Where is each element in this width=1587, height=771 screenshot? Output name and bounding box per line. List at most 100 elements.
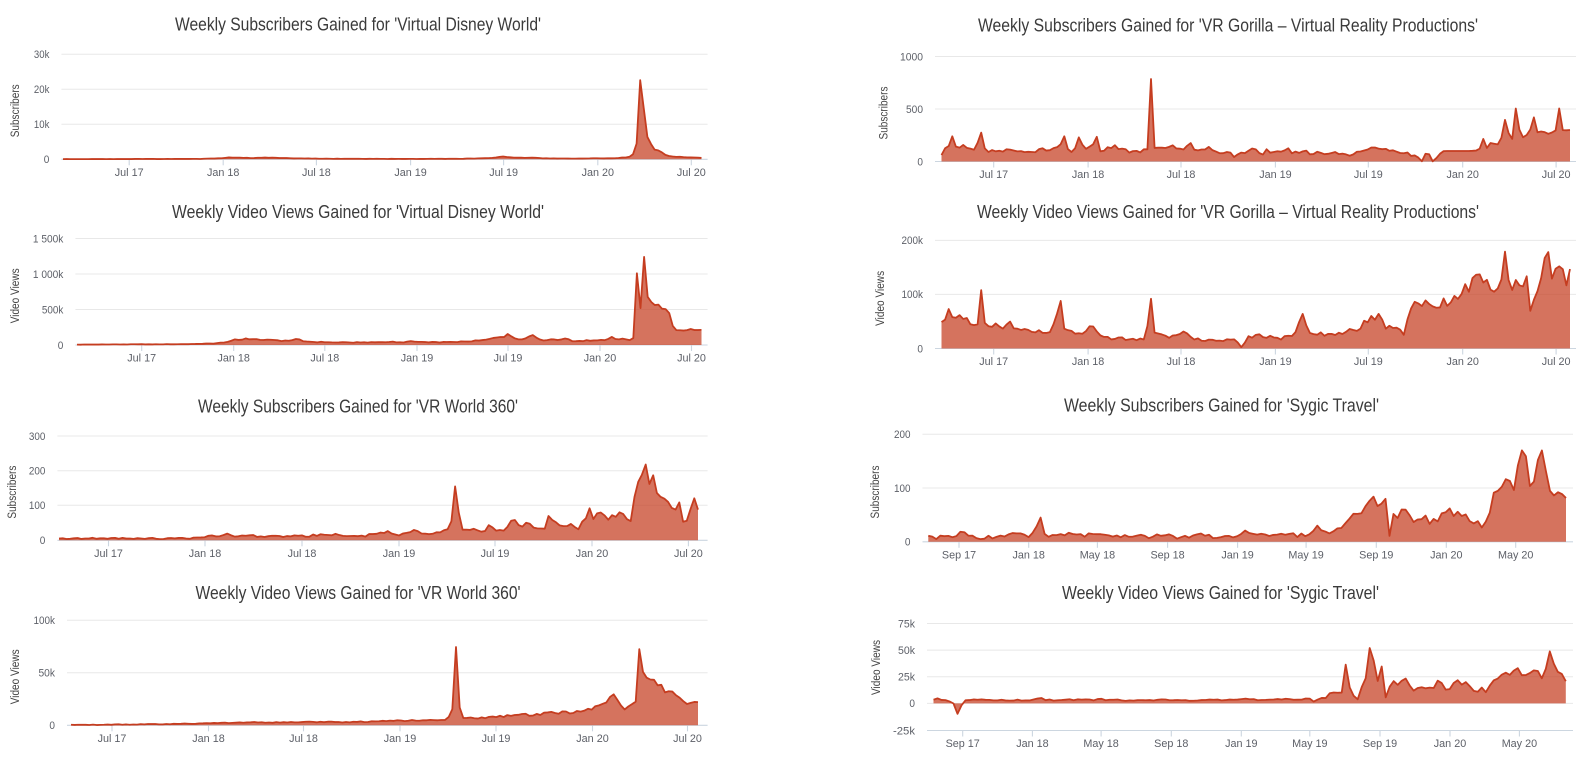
svg-text:100k: 100k (34, 615, 56, 627)
svg-text:Jan 20: Jan 20 (1446, 169, 1478, 181)
svg-text:10k: 10k (34, 119, 50, 131)
svg-text:1 000k: 1 000k (33, 269, 64, 281)
svg-text:50k: 50k (39, 668, 56, 680)
svg-text:Jul 18: Jul 18 (310, 353, 339, 365)
svg-text:May 20: May 20 (1502, 738, 1537, 750)
svg-text:Subscribers: Subscribers (10, 84, 22, 137)
svg-text:Jan 20: Jan 20 (582, 167, 614, 179)
svg-text:Jul 20: Jul 20 (1542, 169, 1571, 181)
svg-text:Jan 20: Jan 20 (1446, 356, 1478, 368)
svg-text:May 20: May 20 (1498, 549, 1533, 561)
svg-text:0: 0 (917, 156, 923, 168)
svg-text:100k: 100k (902, 289, 924, 301)
svg-text:Weekly Subscribers Gained for: Weekly Subscribers Gained for 'Sygic Tra… (1064, 395, 1379, 416)
svg-text:Subscribers: Subscribers (879, 86, 891, 139)
svg-text:Jan 20: Jan 20 (584, 353, 616, 365)
svg-text:0: 0 (917, 343, 923, 355)
svg-text:Jul 19: Jul 19 (494, 353, 523, 365)
svg-text:May 19: May 19 (1288, 549, 1323, 561)
svg-text:Weekly Video Views Gained for: Weekly Video Views Gained for 'Virtual D… (172, 201, 544, 222)
svg-text:Weekly Subscribers Gained for: Weekly Subscribers Gained for 'Virtual D… (175, 14, 541, 35)
svg-text:50k: 50k (898, 645, 915, 657)
svg-text:Jan 19: Jan 19 (383, 548, 415, 560)
svg-text:Jul 18: Jul 18 (289, 733, 318, 745)
svg-text:Jan 19: Jan 19 (384, 733, 416, 745)
svg-text:Video Views: Video Views (875, 271, 887, 326)
svg-text:Jan 19: Jan 19 (1259, 356, 1291, 368)
svg-text:Video Views: Video Views (871, 640, 883, 695)
svg-text:Jan 19: Jan 19 (1259, 169, 1291, 181)
svg-text:Jul 18: Jul 18 (288, 548, 317, 560)
svg-text:Jan 20: Jan 20 (576, 548, 608, 560)
svg-text:Jul 20: Jul 20 (674, 548, 703, 560)
svg-text:Jan 19: Jan 19 (394, 167, 426, 179)
svg-text:100: 100 (894, 483, 911, 495)
svg-text:Jan 18: Jan 18 (1016, 738, 1048, 750)
svg-text:Jul 17: Jul 17 (979, 169, 1008, 181)
svg-text:1 500k: 1 500k (33, 233, 64, 245)
svg-text:Sep 19: Sep 19 (1359, 549, 1393, 561)
svg-text:May 19: May 19 (1292, 738, 1327, 750)
svg-text:Jan 20: Jan 20 (1430, 549, 1462, 561)
svg-text:Subscribers: Subscribers (870, 465, 882, 518)
svg-text:30k: 30k (34, 49, 50, 61)
svg-text:Jan 19: Jan 19 (401, 353, 433, 365)
svg-text:Jan 20: Jan 20 (1434, 738, 1466, 750)
svg-text:Jul 20: Jul 20 (673, 733, 702, 745)
svg-text:200: 200 (894, 429, 911, 441)
svg-text:Weekly Subscribers Gained for: Weekly Subscribers Gained for 'VR World … (198, 396, 518, 417)
svg-text:Jul 17: Jul 17 (115, 167, 144, 179)
svg-text:Jan 18: Jan 18 (1012, 549, 1044, 561)
svg-text:Jan 19: Jan 19 (1221, 549, 1253, 561)
svg-text:Jul 18: Jul 18 (1167, 356, 1196, 368)
svg-text:Weekly Video Views Gained for: Weekly Video Views Gained for 'VR Gorill… (977, 201, 1479, 222)
svg-text:1000: 1000 (900, 51, 923, 63)
svg-text:200: 200 (29, 466, 46, 478)
svg-text:-25k: -25k (893, 725, 916, 737)
svg-text:20k: 20k (34, 84, 50, 96)
svg-text:Jul 19: Jul 19 (481, 548, 510, 560)
svg-text:Jul 20: Jul 20 (1542, 356, 1571, 368)
svg-text:Jul 19: Jul 19 (482, 733, 511, 745)
svg-text:Jan 18: Jan 18 (1072, 169, 1104, 181)
svg-text:0: 0 (49, 720, 55, 732)
svg-text:100: 100 (29, 500, 46, 512)
svg-text:Jan 18: Jan 18 (207, 167, 239, 179)
svg-text:Sep 18: Sep 18 (1154, 738, 1188, 750)
svg-text:Jul 20: Jul 20 (677, 353, 706, 365)
svg-text:Sep 17: Sep 17 (946, 738, 980, 750)
svg-text:200k: 200k (902, 235, 924, 247)
svg-text:25k: 25k (898, 672, 915, 684)
svg-text:0: 0 (44, 154, 50, 166)
svg-text:Jan 18: Jan 18 (1072, 356, 1104, 368)
svg-text:Sep 18: Sep 18 (1150, 549, 1184, 561)
svg-text:0: 0 (58, 340, 64, 352)
svg-text:Jul 19: Jul 19 (1354, 169, 1383, 181)
svg-text:Jan 18: Jan 18 (217, 353, 249, 365)
svg-text:Jan 18: Jan 18 (192, 733, 224, 745)
svg-text:Jan 19: Jan 19 (1225, 738, 1257, 750)
svg-text:Weekly Video Views Gained for: Weekly Video Views Gained for 'VR World … (196, 582, 521, 603)
svg-text:Subscribers: Subscribers (7, 465, 19, 518)
svg-text:75k: 75k (898, 618, 915, 630)
svg-text:300: 300 (29, 431, 46, 443)
svg-text:Jul 19: Jul 19 (489, 167, 518, 179)
svg-text:Jul 17: Jul 17 (94, 548, 123, 560)
svg-text:Jan 18: Jan 18 (189, 548, 221, 560)
svg-text:Jan 20: Jan 20 (576, 733, 608, 745)
svg-text:Jul 20: Jul 20 (677, 167, 706, 179)
svg-text:May 18: May 18 (1083, 738, 1118, 750)
svg-text:Jul 17: Jul 17 (127, 353, 156, 365)
svg-text:Jul 18: Jul 18 (1167, 169, 1196, 181)
svg-text:Video Views: Video Views (10, 268, 22, 323)
svg-text:Weekly Subscribers Gained for: Weekly Subscribers Gained for 'VR Gorill… (978, 15, 1478, 36)
svg-text:Jul 17: Jul 17 (98, 733, 127, 745)
svg-text:May 18: May 18 (1080, 549, 1115, 561)
svg-text:0: 0 (40, 535, 46, 547)
svg-text:0: 0 (909, 698, 915, 710)
svg-text:Jul 18: Jul 18 (302, 167, 331, 179)
svg-text:Sep 19: Sep 19 (1363, 738, 1397, 750)
svg-text:Video Views: Video Views (10, 649, 22, 704)
svg-text:Sep 17: Sep 17 (942, 549, 976, 561)
svg-text:500k: 500k (42, 304, 64, 316)
